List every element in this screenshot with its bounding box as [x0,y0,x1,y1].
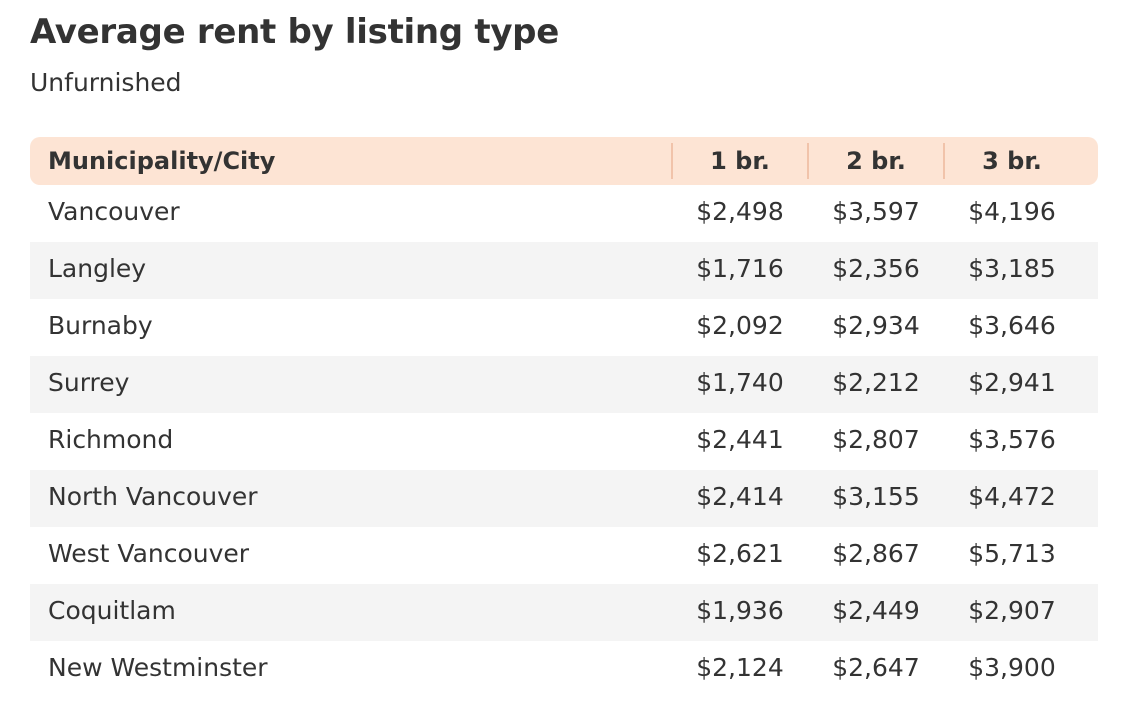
cell-2br: $2,356 [832,254,920,283]
cell-1br: $2,621 [696,539,784,568]
cell-3br: $4,472 [968,482,1056,511]
cell-municipality: Surrey [48,368,130,397]
table-row: Vancouver $2,498 $3,597 $4,196 [30,185,1098,242]
rent-table: Municipality/City 1 br. 2 br. 3 br. Vanc… [30,137,1098,698]
cell-2br: $2,807 [832,425,920,454]
table-row: Coquitlam $1,936 $2,449 $2,907 [30,584,1098,641]
header-divider [807,143,809,179]
cell-municipality: Richmond [48,425,174,454]
header-1br: 1 br. [710,147,770,175]
cell-municipality: Coquitlam [48,596,176,625]
table-row: Richmond $2,441 $2,807 $3,576 [30,413,1098,470]
cell-2br: $2,647 [832,653,920,682]
chart-title: Average rent by listing type [30,12,559,52]
cell-3br: $3,900 [968,653,1056,682]
table-row: Langley $1,716 $2,356 $3,185 [30,242,1098,299]
table-row: North Vancouver $2,414 $3,155 $4,472 [30,470,1098,527]
cell-3br: $5,713 [968,539,1056,568]
table-header: Municipality/City 1 br. 2 br. 3 br. [30,137,1098,185]
cell-3br: $4,196 [968,197,1056,226]
cell-1br: $2,441 [696,425,784,454]
cell-1br: $2,414 [696,482,784,511]
cell-2br: $3,155 [832,482,920,511]
chart-subtitle: Unfurnished [30,68,182,97]
cell-2br: $3,597 [832,197,920,226]
cell-2br: $2,212 [832,368,920,397]
cell-2br: $2,934 [832,311,920,340]
cell-3br: $3,646 [968,311,1056,340]
cell-municipality: North Vancouver [48,482,258,511]
table-row: West Vancouver $2,621 $2,867 $5,713 [30,527,1098,584]
table-row: Burnaby $2,092 $2,934 $3,646 [30,299,1098,356]
cell-3br: $2,941 [968,368,1056,397]
table-row: New Westminster $2,124 $2,647 $3,900 [30,641,1098,698]
header-3br: 3 br. [982,147,1042,175]
header-municipality: Municipality/City [48,147,276,175]
cell-municipality: West Vancouver [48,539,250,568]
cell-2br: $2,449 [832,596,920,625]
header-2br: 2 br. [846,147,906,175]
cell-municipality: Vancouver [48,197,180,226]
table-row: Surrey $1,740 $2,212 $2,941 [30,356,1098,413]
cell-municipality: New Westminster [48,653,268,682]
cell-3br: $2,907 [968,596,1056,625]
cell-2br: $2,867 [832,539,920,568]
header-divider [943,143,945,179]
cell-1br: $1,716 [696,254,784,283]
header-divider [671,143,673,179]
cell-3br: $3,576 [968,425,1056,454]
cell-3br: $3,185 [968,254,1056,283]
cell-1br: $1,936 [696,596,784,625]
cell-municipality: Burnaby [48,311,153,340]
cell-1br: $2,498 [696,197,784,226]
cell-municipality: Langley [48,254,147,283]
cell-1br: $1,740 [696,368,784,397]
cell-1br: $2,124 [696,653,784,682]
cell-1br: $2,092 [696,311,784,340]
